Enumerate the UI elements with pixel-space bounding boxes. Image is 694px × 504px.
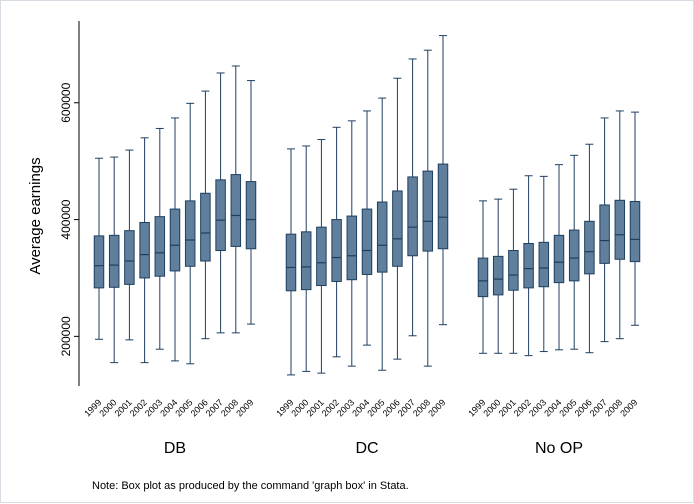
iqr-box (568, 229, 580, 282)
iqr-box (629, 200, 641, 263)
y-axis: 200000 400000 600000 (59, 21, 80, 386)
box-dc-2005 (376, 97, 388, 371)
group-label-db: DB (164, 440, 186, 457)
iqr-box (523, 243, 534, 289)
box-no-op-2007 (599, 117, 610, 343)
iqr-box (508, 250, 519, 291)
y-tick-label: 400000 (59, 199, 73, 239)
year-tick-label: 2009 (426, 397, 447, 418)
box-no-op-2005 (568, 154, 580, 350)
iqr-box (93, 235, 105, 289)
box-no-op-2000 (492, 198, 504, 354)
iqr-box (331, 219, 342, 282)
iqr-box (230, 174, 242, 247)
box-dc-2008 (422, 49, 434, 367)
iqr-box (316, 226, 327, 287)
y-tick-label: 600000 (59, 82, 73, 122)
year-tick-label: 2009 (618, 397, 639, 418)
box-dc-2002 (331, 126, 342, 358)
box-db-2008 (230, 65, 242, 334)
iqr-box (245, 181, 257, 250)
iqr-box (584, 220, 595, 275)
box-db-2009 (245, 80, 257, 325)
iqr-box (392, 190, 403, 267)
box-dc-1999 (285, 148, 297, 376)
iqr-box (184, 200, 196, 267)
iqr-box (422, 170, 434, 252)
box-dc-2007 (407, 58, 418, 337)
iqr-box (285, 233, 297, 292)
iqr-box (477, 257, 489, 298)
iqr-box (300, 231, 312, 291)
chart-note: Note: Box plot as produced by the comman… (92, 480, 409, 492)
iqr-box (492, 255, 504, 296)
box-no-op-1999 (477, 200, 489, 354)
iqr-box (154, 216, 166, 277)
box-db-1999 (93, 157, 105, 340)
iqr-box (346, 215, 358, 281)
group-label-no-op: No OP (535, 440, 583, 457)
iqr-box (376, 201, 388, 273)
iqr-box (139, 221, 150, 279)
box-db-2003 (154, 127, 166, 350)
iqr-box (361, 208, 373, 275)
iqr-box (538, 241, 550, 288)
box-db-2006 (200, 90, 211, 340)
box-no-op-2004 (553, 164, 565, 351)
box-db-2001 (124, 149, 135, 341)
iqr-box (124, 230, 135, 285)
box-no-op-2008 (614, 110, 626, 340)
box-dc-2004 (361, 110, 373, 346)
box-no-op-2002 (523, 175, 534, 357)
iqr-box (200, 192, 211, 262)
box-dc-2009 (437, 35, 449, 326)
box-no-op-2009 (629, 111, 641, 326)
box-db-2000 (108, 156, 120, 364)
y-axis-title: Average earnings (27, 157, 44, 274)
box-plot-series (93, 35, 641, 376)
box-no-op-2001 (508, 188, 519, 354)
iqr-box (169, 208, 181, 272)
iqr-box (215, 179, 226, 252)
iqr-box (108, 234, 120, 288)
iqr-box (614, 199, 626, 260)
box-no-op-2003 (538, 175, 550, 353)
iqr-box (437, 163, 449, 250)
box-db-2005 (184, 102, 196, 365)
box-db-2004 (169, 117, 181, 362)
box-dc-2000 (300, 145, 312, 372)
box-dc-2006 (392, 77, 403, 360)
iqr-box (599, 204, 610, 264)
iqr-box (407, 176, 418, 257)
box-db-2007 (215, 72, 226, 334)
box-dc-2003 (346, 120, 358, 367)
box-dc-2001 (316, 139, 327, 374)
box-no-op-2006 (584, 143, 595, 354)
x-axis-labels: 1999200020012002200320042005200620072008… (82, 397, 639, 457)
box-db-2002 (139, 137, 150, 364)
group-label-dc: DC (355, 440, 378, 457)
year-tick-label: 2009 (234, 397, 255, 418)
y-tick-label: 200000 (59, 316, 73, 356)
iqr-box (553, 234, 565, 284)
